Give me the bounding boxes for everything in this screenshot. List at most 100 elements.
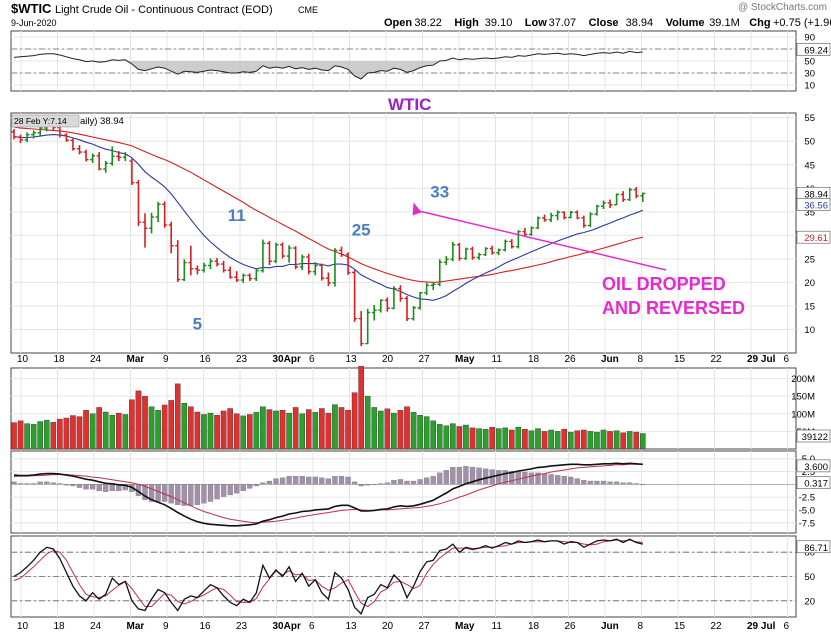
volume-bar <box>574 430 581 450</box>
legend-box-text: 28 Feb Y:7.14 <box>14 116 67 126</box>
volume-bar <box>233 413 240 450</box>
header-exchange: CME <box>298 5 318 15</box>
x-tick-label: 22 <box>711 354 723 365</box>
volume-bar <box>135 390 142 450</box>
volume-bar <box>286 412 292 450</box>
price-frame <box>10 112 797 354</box>
volume-bar <box>600 429 607 450</box>
stoch-value-label: 86.71 <box>804 543 828 554</box>
macd-hist-bar <box>109 484 115 492</box>
volume-bar <box>594 431 600 450</box>
macd-hist-bar <box>214 484 220 500</box>
volume-bar <box>338 407 345 450</box>
x-tick-label: 27 <box>419 354 431 365</box>
x-tick-label: 23 <box>236 621 248 632</box>
macd-hist-bar <box>430 475 436 485</box>
macd-hist-bar <box>260 482 266 485</box>
macd-hist-bar <box>476 467 482 485</box>
macd-hist-bar <box>273 478 279 485</box>
macd-hist-bar <box>528 472 535 485</box>
volume-bar <box>312 412 319 450</box>
macd-hist-bar <box>423 477 430 485</box>
volume-bar <box>188 406 194 450</box>
price-tick-label: 20 <box>804 278 815 289</box>
volume-bar <box>620 432 626 450</box>
volume-bar <box>509 429 515 450</box>
macd-hist-bar <box>96 484 102 492</box>
rsi-line <box>13 50 643 80</box>
volume-bar <box>142 395 148 450</box>
x-tick-label: 24 <box>90 621 102 632</box>
volume-tick-label: 100M <box>791 409 815 420</box>
x-tick-label: 27 <box>419 621 431 632</box>
macd-hist-bar <box>548 474 554 485</box>
macd-hist-bar <box>201 484 207 504</box>
volume-bar <box>325 412 332 450</box>
x-tick-label: 18 <box>528 354 540 365</box>
volume-bar <box>83 410 89 450</box>
price-tick-label: 35 <box>804 207 815 218</box>
volume-value-label: 39122 <box>802 432 828 443</box>
macd-hist-bar <box>391 480 397 485</box>
macd-hist-bar <box>338 475 345 485</box>
quote-label: Chg <box>749 17 770 29</box>
macd-hist-bar <box>122 484 128 491</box>
volume-bar <box>587 431 594 450</box>
stoch-value-label-box <box>796 540 831 554</box>
volume-bar <box>548 429 554 450</box>
macd-hist-bar <box>568 476 574 485</box>
quote-value: 38.22 <box>414 17 442 29</box>
macd-hist-bar <box>469 466 476 485</box>
macd-line <box>13 462 643 527</box>
volume-bar <box>463 424 469 450</box>
volume-bar <box>76 416 83 450</box>
count-label: 25 <box>352 220 371 239</box>
rsi-tick-label: 90 <box>804 33 815 44</box>
x-tick-label: Jun <box>601 354 619 365</box>
macd-hist-bar <box>292 475 299 485</box>
x-axes: 10 18 24 Mar 9 16 23 30Apr 6 13 20 27 May 11 18 26 Jun 8 1… <box>17 354 790 632</box>
x-tick-label: 18 <box>528 621 540 632</box>
macd-hist-bar <box>76 484 83 488</box>
volume-bar <box>260 406 266 450</box>
stoch-d-line <box>13 539 643 608</box>
macd-hist-bar <box>365 484 371 486</box>
volume-bar <box>541 431 548 450</box>
quote-group: Open 38.22 High 39.10 Low 37.07 Close 38.94 Volu… <box>384 17 831 29</box>
volume-bar <box>305 409 312 450</box>
volume-bar <box>332 404 338 450</box>
volume-tick-label: 200M <box>791 374 815 385</box>
wtic-label: WTIC <box>388 95 431 114</box>
volume-bar <box>122 414 129 450</box>
stoch-k-line <box>13 538 643 615</box>
volume-bar <box>115 412 122 450</box>
macd-hist-bar <box>240 484 246 492</box>
macd-hist-bar <box>175 484 181 505</box>
macd-hist-bar <box>515 471 521 485</box>
x-tick-label: 9 <box>163 621 169 632</box>
x-tick-label: 29 Jul <box>747 354 776 365</box>
volume-bar <box>371 407 378 450</box>
volume-bar <box>626 431 633 450</box>
arrow-line <box>416 209 667 271</box>
volume-bar <box>279 410 286 450</box>
macd-hist-bar <box>44 481 50 485</box>
volume-bar <box>220 410 227 450</box>
macd-tick-label: -5.0 <box>799 505 815 516</box>
volume-bar <box>246 414 253 450</box>
x-tick-label: 11 <box>492 354 503 365</box>
x-tick-label: 11 <box>492 621 503 632</box>
macd-hist-bar <box>541 473 548 485</box>
volume-bar <box>89 413 96 450</box>
macd-hist-bar <box>194 484 201 505</box>
volume-bar <box>11 422 17 450</box>
volume-bar <box>378 410 384 450</box>
macd-hist-bar <box>587 480 594 485</box>
price-tick-label: 45 <box>804 160 815 171</box>
volume-bar <box>148 406 155 450</box>
x-tick-label: 26 <box>565 621 577 632</box>
volume-bar <box>194 411 201 450</box>
